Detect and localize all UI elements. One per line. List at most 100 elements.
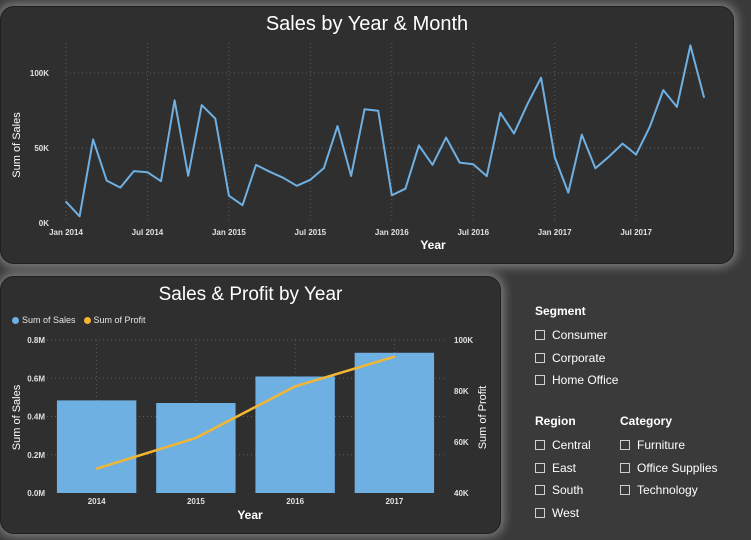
sales-data-point: [499, 112, 502, 114]
sales-data-point: [323, 167, 325, 169]
line-chart-title: Sales by Year & Month: [265, 13, 469, 35]
combo-chart-legend: Sum of Sales Sum of Profit: [12, 315, 154, 325]
sales-data-point: [160, 180, 162, 182]
sales-data-point: [133, 170, 135, 172]
segment-option-label: Consumer: [552, 328, 608, 343]
segment-option-corporate[interactable]: Corporate: [535, 347, 618, 370]
profit-data-point: [95, 467, 98, 470]
combo-chart-title: Sales & Profit by Year: [158, 284, 343, 305]
y-left-tick-label: 0.0M: [27, 489, 45, 498]
region-option-west[interactable]: West: [535, 502, 591, 525]
sales-bar: [56, 400, 137, 493]
sales-data-point: [404, 187, 407, 190]
category-option-label: Furniture: [637, 438, 686, 453]
region-option-south[interactable]: South: [535, 479, 591, 502]
sales-data-point: [336, 125, 339, 127]
x-tick-label: Jan 2016: [375, 228, 409, 237]
segment-option-label: Home Office: [552, 373, 619, 388]
sales-data-point: [458, 161, 461, 164]
sales-data-point: [173, 99, 176, 102]
sales-data-point: [703, 96, 705, 99]
sales-data-point: [241, 204, 244, 206]
sales-line-series: [65, 44, 705, 218]
segment-slicer-title: Segment: [535, 304, 586, 318]
sales-data-point: [431, 164, 434, 166]
sales-data-point: [105, 179, 108, 182]
x-axis-title: Year: [237, 508, 263, 522]
y-tick-label: 100K: [30, 69, 49, 78]
sales-data-point: [621, 142, 624, 145]
profit-data-point: [194, 436, 197, 439]
y-left-tick-label: 0.2M: [27, 451, 45, 460]
legend-sales-label: Sum of Sales: [22, 315, 76, 325]
y-tick-label: 50K: [34, 144, 49, 153]
sales-data-point: [608, 155, 610, 158]
checkbox-icon[interactable]: [535, 352, 545, 363]
sales-data-point: [418, 144, 420, 147]
sales-bar: [354, 352, 435, 493]
profit-data-point: [393, 355, 396, 358]
line-chart-svg: Jan 2014 Jul 2014 Jan 2015 Jul 2015 Jan 2016…: [11, 43, 705, 252]
sales-data-point: [214, 117, 217, 120]
checkbox-icon[interactable]: [535, 507, 545, 518]
segment-option-label: Corporate: [552, 350, 606, 365]
legend-item-sales[interactable]: Sum of Sales: [12, 315, 76, 325]
y-axis-title: Sum of Sales: [11, 112, 23, 178]
checkbox-icon[interactable]: [535, 462, 545, 473]
sales-bar: [255, 376, 335, 493]
region-option-central[interactable]: Central: [535, 434, 591, 457]
x-tick-label: Jan 2017: [538, 228, 572, 237]
profit-data-point: [294, 385, 297, 388]
legend-sales-dot-icon: [12, 316, 19, 324]
checkbox-icon[interactable]: [535, 485, 545, 496]
sales-data-point: [187, 174, 189, 177]
segment-option-home-office[interactable]: Home Office: [535, 369, 618, 392]
x-tick-label: 2015: [187, 497, 205, 506]
profit-line-series: [96, 355, 395, 470]
checkbox-icon[interactable]: [535, 330, 545, 341]
sales-data-point: [390, 194, 393, 197]
region-option-label: South: [552, 483, 584, 498]
region-option-label: East: [552, 460, 577, 475]
checkbox-icon[interactable]: [620, 440, 630, 451]
category-slicer-title: Category: [620, 414, 673, 428]
x-tick-label: Jan 2015: [212, 228, 246, 237]
sales-data-point: [553, 156, 556, 158]
segment-slicer: Segment Consumer Corporate Home Office: [535, 304, 618, 392]
sales-data-point: [228, 194, 230, 197]
y-left-tick-label: 0.4M: [27, 413, 45, 422]
region-option-east[interactable]: East: [535, 457, 591, 480]
sales-data-point: [635, 153, 637, 156]
sales-data-point: [689, 44, 692, 47]
sales-data-point: [486, 175, 488, 177]
sales-data-point: [513, 132, 515, 135]
category-option-office-supplies[interactable]: Office Supplies: [620, 457, 718, 480]
checkbox-icon[interactable]: [620, 485, 630, 496]
legend-item-profit[interactable]: Sum of Profit: [83, 315, 146, 325]
sales-data-point: [200, 104, 203, 106]
sales-data-point: [363, 108, 366, 110]
sales-data-point: [377, 109, 380, 112]
region-option-label: West: [552, 505, 580, 520]
x-tick-label: Jul 2014: [132, 228, 164, 237]
sales-data-point: [567, 191, 570, 194]
legend-profit-dot-icon: [83, 316, 91, 324]
category-option-label: Office Supplies: [637, 460, 718, 475]
sales-data-point: [676, 106, 678, 108]
sales-data-point: [309, 179, 312, 181]
y-right-tick-label: 40K: [454, 489, 469, 498]
y-left-tick-label: 0.6M: [27, 374, 45, 383]
sales-data-point: [295, 185, 298, 187]
sales-bar: [156, 403, 236, 493]
y-left-tick-label: 0.8M: [27, 336, 45, 345]
sales-data-point: [648, 126, 651, 128]
region-option-label: Central: [552, 438, 591, 453]
checkbox-icon[interactable]: [535, 375, 545, 386]
category-option-furniture[interactable]: Furniture: [620, 434, 718, 457]
category-option-technology[interactable]: Technology: [620, 479, 718, 502]
checkbox-icon[interactable]: [535, 440, 545, 451]
y-tick-label: 0K: [39, 219, 49, 228]
segment-option-consumer[interactable]: Consumer: [535, 324, 618, 347]
sales-data-point: [282, 177, 284, 179]
checkbox-icon[interactable]: [620, 462, 630, 473]
